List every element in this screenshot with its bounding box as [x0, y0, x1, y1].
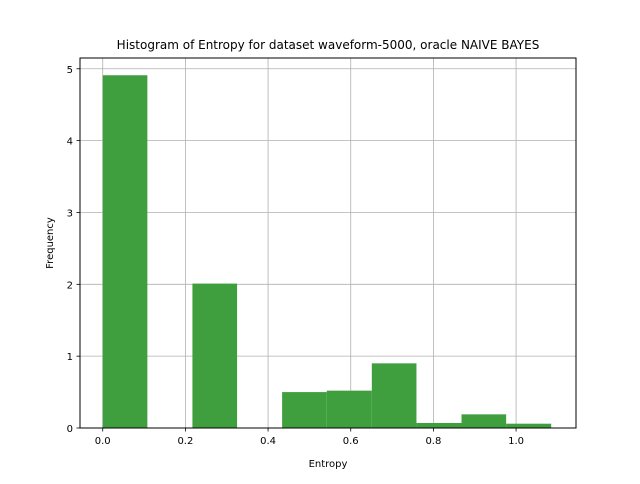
histogram-bar-8	[461, 414, 507, 428]
x-tick-label-3: 0.6	[343, 436, 359, 447]
y-tick-label-4: 4	[67, 137, 73, 148]
histogram-bars	[102, 75, 552, 428]
y-tick-label-1: 1	[67, 352, 73, 363]
y-tick-label-5: 5	[67, 65, 73, 76]
y-tick-label-0: 0	[67, 424, 73, 435]
y-axis-ticks: 0 1 2 3 4 5	[67, 65, 80, 435]
chart-title: Histogram of Entropy for dataset wavefor…	[117, 38, 540, 52]
plot-area	[80, 58, 576, 428]
histogram-bar-5	[326, 390, 372, 428]
y-tick-label-3: 3	[67, 208, 73, 219]
y-axis-label: Frequency	[45, 217, 56, 269]
histogram-bar-0	[102, 75, 148, 428]
x-tick-label-4: 0.8	[425, 436, 441, 447]
histogram-bar-6	[371, 363, 417, 428]
x-tick-label-1: 0.2	[177, 436, 193, 447]
y-tick-label-2: 2	[67, 280, 73, 291]
x-tick-label-2: 0.4	[260, 436, 276, 447]
plot-frame	[79, 57, 577, 429]
x-tick-label-0: 0.0	[95, 436, 111, 447]
x-axis-label: Entropy	[309, 459, 348, 470]
histogram-bar-2	[192, 283, 238, 428]
x-tick-label-5: 1.0	[508, 436, 524, 447]
histogram-bar-4	[282, 392, 327, 428]
histogram-bar-7	[416, 422, 462, 428]
x-axis-ticks: 0.0 0.2 0.4 0.6 0.8 1.0	[95, 428, 524, 447]
grid-lines	[80, 58, 576, 429]
histogram-bar-9	[506, 423, 552, 428]
